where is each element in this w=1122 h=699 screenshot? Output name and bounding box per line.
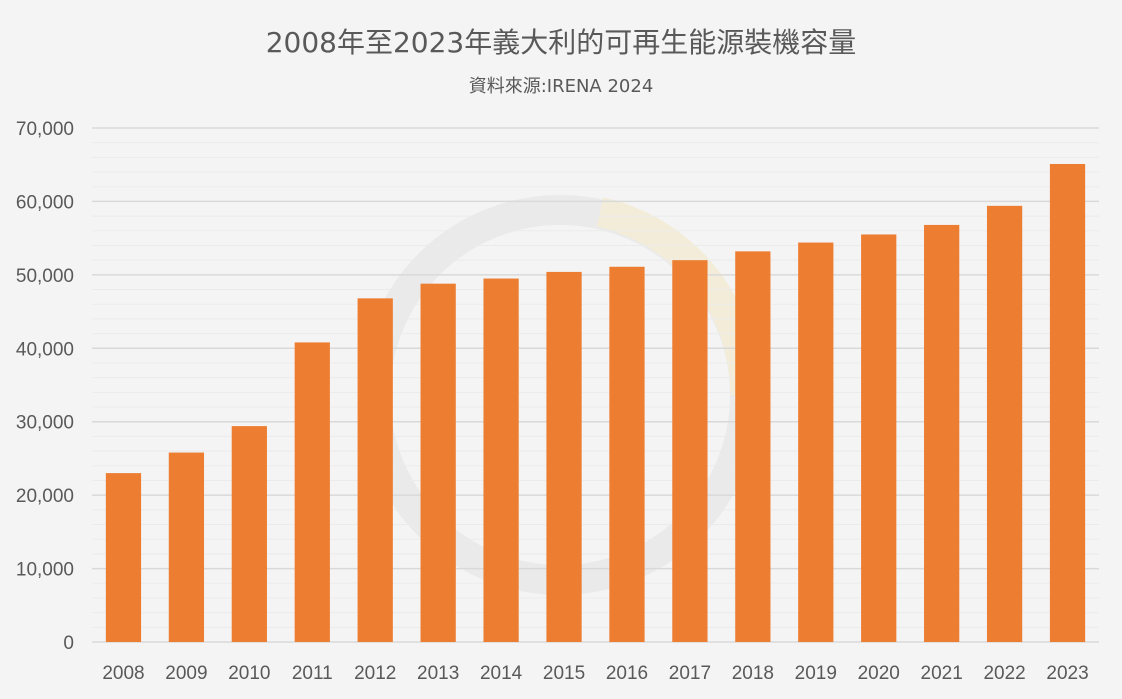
x-tick-label: 2017 bbox=[669, 663, 711, 684]
y-tick-label: 50,000 bbox=[16, 266, 74, 287]
x-axis-ticks: 2008 2009 2010 2011 2012 2013 2014 2015 2016 2017… bbox=[102, 663, 1088, 684]
x-tick-label: 2022 bbox=[983, 663, 1025, 684]
bar-2010 bbox=[231, 426, 267, 642]
x-tick-label: 2018 bbox=[732, 663, 774, 684]
x-tick-label: 2013 bbox=[417, 663, 459, 684]
x-tick-label: 2010 bbox=[228, 663, 270, 684]
bar-2014 bbox=[483, 278, 519, 642]
bars bbox=[105, 163, 1086, 643]
x-tick-label: 2014 bbox=[480, 663, 523, 684]
bar-2009 bbox=[168, 452, 205, 642]
bar-2023 bbox=[1049, 163, 1086, 643]
bar-2017 bbox=[672, 260, 708, 642]
y-tick-label: 10,000 bbox=[16, 560, 74, 581]
x-tick-label: 2020 bbox=[858, 663, 900, 684]
x-tick-label: 2019 bbox=[795, 663, 837, 684]
bar-2013 bbox=[420, 283, 456, 642]
bar-2012 bbox=[357, 298, 393, 642]
bar-2021 bbox=[924, 224, 960, 642]
x-tick-label: 2009 bbox=[165, 663, 207, 684]
y-tick-label: 60,000 bbox=[16, 192, 74, 213]
bar-2015 bbox=[546, 271, 582, 642]
y-tick-label: 20,000 bbox=[16, 486, 74, 507]
y-axis-ticks: 0 10,000 20,000 30,000 40,000 50,000 60,000 70,… bbox=[16, 119, 74, 654]
chart-title: 2008年至2023年義大利的可再生能源裝機容量 bbox=[266, 26, 857, 59]
x-tick-label: 2011 bbox=[292, 663, 333, 684]
y-tick-label: 40,000 bbox=[16, 339, 74, 360]
y-tick-label: 30,000 bbox=[16, 413, 74, 434]
bar-2018 bbox=[735, 251, 771, 643]
x-tick-label: 2008 bbox=[102, 663, 144, 684]
x-tick-label: 2021 bbox=[921, 663, 963, 684]
bar-2019 bbox=[798, 242, 834, 642]
y-tick-label: 0 bbox=[63, 633, 74, 654]
bar-2022 bbox=[986, 205, 1023, 642]
y-tick-label: 70,000 bbox=[16, 119, 74, 140]
bar-2016 bbox=[609, 266, 645, 642]
bar-2020 bbox=[861, 234, 897, 642]
chart-subtitle: 資料來源:IRENA 2024 bbox=[469, 76, 654, 97]
x-tick-label: 2015 bbox=[543, 663, 585, 684]
x-tick-label: 2023 bbox=[1046, 663, 1088, 684]
x-tick-label: 2012 bbox=[354, 663, 396, 684]
x-tick-label: 2016 bbox=[606, 663, 648, 684]
bar-2011 bbox=[294, 342, 330, 642]
bar-2008 bbox=[105, 473, 142, 642]
